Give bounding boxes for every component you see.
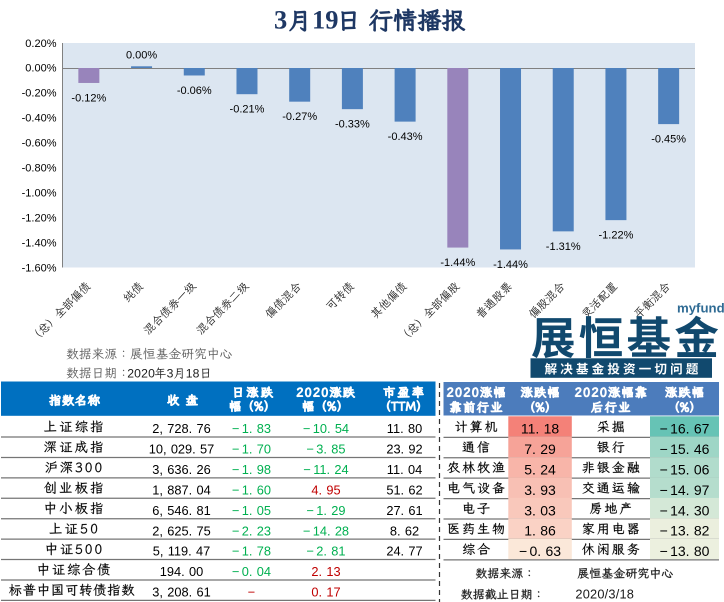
svg-text:-0.21%: -0.21% [230,104,265,116]
svg-text:5,119.47: 5, 119. 47 [153,544,210,559]
svg-text:−14.28: −14. 28 [303,523,349,538]
svg-text:−1.78: −1. 78 [232,544,271,559]
svg-text:0.20%: 0.20% [25,38,56,50]
svg-text:−1.05: −1. 05 [232,503,271,518]
svg-text:-0.06%: -0.06% [177,85,212,97]
svg-text:3,208.61: 3, 208. 61 [152,585,210,600]
svg-text:-0.40%: -0.40% [22,113,57,125]
svg-text:−2.23: −2. 23 [232,523,271,538]
svg-text:−11.24: −11. 24 [303,462,348,477]
svg-text:-1.31%: -1.31% [546,241,581,253]
svg-text:−1.98: −1. 98 [232,462,271,477]
svg-text:-0.12%: -0.12% [71,92,106,104]
svg-text:−2.81: −2. 81 [306,544,345,559]
svg-text:-0.33%: -0.33% [335,119,370,131]
svg-text:18: 18 [186,366,200,380]
svg-text:-0.20%: -0.20% [22,88,57,100]
svg-text:10,029.57: 10, 029. 57 [149,442,215,457]
svg-text:3: 3 [167,366,174,380]
svg-text:-1.20%: -1.20% [22,212,57,224]
svg-text:4.95: 4. 95 [311,482,340,497]
svg-text:myfund: myfund [677,301,724,316]
svg-text:3: 3 [274,5,287,35]
svg-text:3,636.26: 3, 636. 26 [152,462,210,477]
svg-text:2020/3/18: 2020/3/18 [575,587,634,602]
svg-text:-1.44%: -1.44% [493,259,528,271]
svg-text:3.93: 3. 93 [524,482,556,498]
svg-text:2020: 2020 [127,366,155,380]
svg-text:−14.97: −14. 97 [660,482,710,498]
svg-text:−1.70: −1. 70 [232,442,271,457]
svg-text:−16.67: −16. 67 [660,421,710,437]
svg-text:1.86: 1. 86 [524,523,556,539]
svg-text:−: − [248,585,255,600]
svg-text:-0.27%: -0.27% [282,111,317,123]
svg-text:−1.60: −1. 60 [232,482,271,497]
svg-text:-1.00%: -1.00% [22,187,57,199]
svg-text:-0.45%: -0.45% [651,134,686,146]
svg-text:-0.80%: -0.80% [22,163,57,175]
svg-text:−1.83: −1. 83 [232,421,271,436]
svg-text:−14.30: −14. 30 [660,502,710,518]
svg-text:7.29: 7. 29 [524,441,556,457]
svg-text:-1.22%: -1.22% [599,230,634,242]
svg-text:2,728.76: 2, 728. 76 [152,421,210,436]
svg-text:-1.60%: -1.60% [22,262,57,274]
svg-text:−13.82: −13. 82 [660,523,710,539]
svg-text:−10.54: −10. 54 [303,421,349,436]
svg-text:−0.04: −0. 04 [232,564,271,579]
svg-text:1,887.04: 1, 887. 04 [152,482,210,497]
svg-text:−15.06: −15. 06 [660,461,710,477]
svg-text:2.13: 2. 13 [311,564,340,579]
svg-text:−0.63: −0. 63 [519,543,561,559]
svg-text:5.24: 5. 24 [524,461,556,477]
svg-text:-1.40%: -1.40% [22,237,57,249]
svg-text:−1.29: −1. 29 [306,503,345,518]
svg-text:2,625.75: 2, 625. 75 [152,523,210,538]
svg-text:-0.60%: -0.60% [22,138,57,150]
svg-text:−15.46: −15. 46 [660,441,710,457]
svg-text:0.17: 0. 17 [311,585,340,600]
svg-text:-0.43%: -0.43% [388,131,423,143]
svg-text:8.62: 8. 62 [390,523,419,538]
svg-text:3.03: 3. 03 [524,502,556,518]
svg-text:194.00: 194. 00 [160,564,203,579]
svg-text:6,546.81: 6, 546. 81 [152,503,210,518]
svg-text:-1.44%: -1.44% [440,257,475,269]
svg-text:19: 19 [312,5,339,35]
svg-text:−13.80: −13. 80 [660,543,710,559]
svg-text:0.00%: 0.00% [25,63,56,75]
svg-text:−3.85: −3. 85 [306,442,345,457]
svg-text:0.00%: 0.00% [126,49,157,61]
